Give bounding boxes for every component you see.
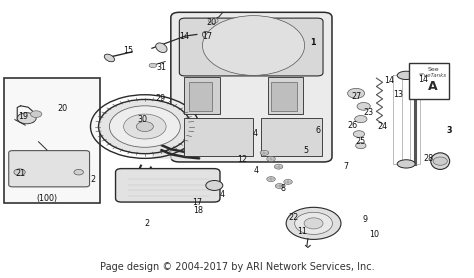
- Text: 19: 19: [18, 112, 28, 121]
- Text: 4: 4: [254, 166, 258, 175]
- Text: 20: 20: [206, 18, 216, 27]
- Text: (100): (100): [36, 194, 57, 203]
- Text: 21: 21: [16, 169, 26, 178]
- Text: 30: 30: [137, 115, 147, 124]
- Circle shape: [284, 179, 292, 184]
- Text: 4: 4: [253, 129, 257, 138]
- Circle shape: [202, 16, 305, 75]
- Text: 31: 31: [156, 63, 166, 71]
- Circle shape: [209, 18, 218, 23]
- Bar: [409, 63, 449, 99]
- Text: 24: 24: [377, 122, 388, 131]
- Circle shape: [433, 157, 447, 165]
- Circle shape: [149, 63, 156, 68]
- Circle shape: [347, 88, 365, 98]
- Circle shape: [99, 100, 191, 154]
- Circle shape: [260, 150, 269, 155]
- Circle shape: [221, 26, 286, 65]
- Circle shape: [74, 169, 83, 175]
- Bar: [184, 77, 219, 114]
- Text: 10: 10: [369, 230, 379, 239]
- Text: 23: 23: [364, 108, 374, 117]
- Circle shape: [274, 164, 283, 169]
- Circle shape: [206, 180, 223, 190]
- Text: 2: 2: [145, 219, 150, 228]
- Text: 29: 29: [155, 94, 165, 103]
- Text: 17: 17: [203, 32, 213, 41]
- Circle shape: [245, 41, 262, 51]
- Circle shape: [137, 121, 154, 131]
- Text: *FueTanks: *FueTanks: [419, 73, 447, 78]
- Circle shape: [209, 19, 299, 72]
- Text: 11: 11: [297, 227, 307, 236]
- Text: 27: 27: [351, 92, 361, 101]
- Ellipse shape: [104, 54, 115, 62]
- Text: A: A: [428, 81, 438, 93]
- Circle shape: [215, 23, 292, 68]
- Text: 3: 3: [447, 126, 452, 135]
- Circle shape: [304, 218, 323, 229]
- Text: 13: 13: [392, 90, 403, 99]
- Circle shape: [124, 114, 166, 139]
- Text: 12: 12: [237, 155, 247, 164]
- Text: Page design © 2004-2017 by ARI Network Services, Inc.: Page design © 2004-2017 by ARI Network S…: [100, 262, 374, 272]
- Ellipse shape: [431, 153, 450, 169]
- Text: 25: 25: [356, 137, 366, 146]
- Text: 22: 22: [289, 213, 299, 222]
- Circle shape: [353, 131, 365, 137]
- Bar: [189, 82, 212, 111]
- FancyBboxPatch shape: [179, 18, 323, 76]
- Bar: [271, 82, 297, 111]
- Text: 17: 17: [192, 198, 202, 207]
- Circle shape: [286, 207, 341, 239]
- Circle shape: [233, 33, 274, 58]
- Text: 14: 14: [179, 32, 189, 41]
- Bar: [261, 118, 322, 156]
- Ellipse shape: [155, 43, 167, 53]
- Bar: [268, 77, 303, 114]
- Bar: [4, 78, 100, 203]
- Circle shape: [30, 111, 42, 117]
- Text: 14: 14: [418, 75, 428, 84]
- Circle shape: [14, 169, 25, 175]
- Text: 2: 2: [90, 175, 95, 183]
- FancyBboxPatch shape: [9, 151, 90, 187]
- Circle shape: [356, 143, 366, 149]
- Circle shape: [357, 103, 370, 110]
- Text: 1: 1: [310, 38, 315, 47]
- Circle shape: [227, 30, 280, 61]
- Circle shape: [275, 183, 284, 188]
- Text: See: See: [428, 67, 439, 72]
- Text: 5: 5: [303, 146, 308, 155]
- FancyBboxPatch shape: [171, 12, 332, 162]
- Circle shape: [267, 157, 275, 162]
- Text: 7: 7: [343, 162, 348, 171]
- Ellipse shape: [397, 71, 415, 80]
- Circle shape: [295, 212, 332, 234]
- FancyBboxPatch shape: [116, 168, 220, 202]
- Bar: [184, 118, 253, 156]
- Text: 9: 9: [362, 215, 367, 224]
- Circle shape: [239, 37, 268, 54]
- Circle shape: [355, 115, 367, 123]
- Text: 18: 18: [193, 207, 203, 215]
- Text: 8: 8: [281, 184, 286, 193]
- Text: 4: 4: [219, 190, 224, 199]
- Circle shape: [109, 106, 180, 147]
- Ellipse shape: [397, 160, 415, 168]
- Text: 26: 26: [348, 121, 358, 130]
- Ellipse shape: [202, 31, 210, 39]
- Text: 28: 28: [423, 154, 433, 163]
- Circle shape: [17, 113, 36, 124]
- Circle shape: [267, 177, 275, 182]
- Text: 20: 20: [57, 104, 67, 113]
- Text: 15: 15: [123, 46, 133, 55]
- Text: 14: 14: [384, 76, 394, 85]
- Text: 6: 6: [316, 126, 321, 135]
